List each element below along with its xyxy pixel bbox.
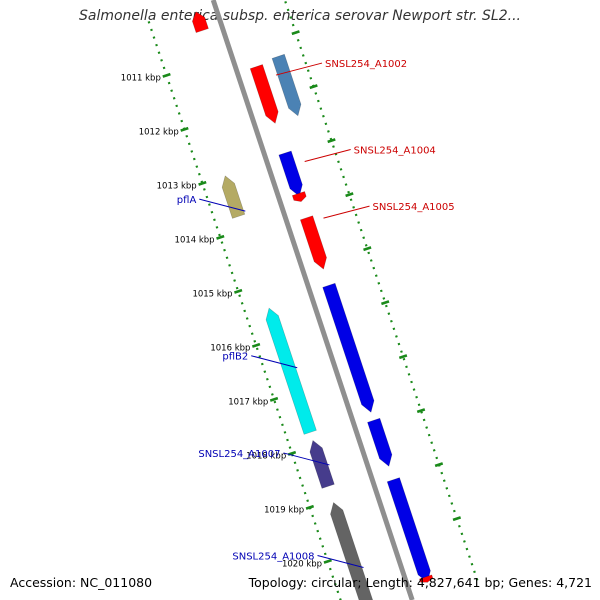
tick-label: 1012 kbp (139, 127, 179, 137)
gene-arrow-blue (278, 150, 303, 197)
gene-arrow-red (299, 215, 327, 270)
tick-label: 1018 kbp (246, 451, 286, 461)
right-major-tick (363, 246, 372, 252)
gene-label-leader (251, 355, 298, 369)
gene-label: pflA (177, 195, 197, 206)
right-major-tick (345, 192, 354, 198)
left-major-tick (234, 288, 243, 294)
tick-label: 1015 kbp (192, 289, 232, 299)
gene-arrow-cyan (265, 307, 317, 435)
accession-text: Accession: NC_011080 (10, 575, 153, 590)
gene-arrow-blue (386, 477, 431, 583)
right-major-tick (452, 516, 462, 522)
tick-label: 1020 kbp (282, 559, 322, 569)
gene-label-leader (199, 198, 246, 212)
gene-arrow-steelblue (271, 53, 302, 117)
topology-text: Topology: circular; Length: 4,827,641 bp… (248, 575, 592, 590)
gene-arrow-purple (309, 439, 335, 489)
genome-backbone (210, 0, 415, 600)
right-major-tick (327, 138, 336, 144)
genome-title: Salmonella enterica subsp. enterica sero… (79, 8, 521, 24)
tick-label: 1013 kbp (157, 181, 197, 191)
right-major-tick (309, 84, 318, 90)
left-major-tick (198, 180, 207, 186)
gene-arrow-red (291, 191, 307, 202)
tick-label: 1017 kbp (228, 397, 268, 407)
right-major-tick (416, 408, 426, 414)
left-major-tick (162, 72, 171, 78)
gene-label: SNSL254_A1007 (198, 449, 280, 460)
gene-label-leader (323, 205, 370, 219)
gene-label: pflB2 (222, 352, 248, 363)
gene-label-leader (275, 62, 323, 76)
gene-label-leader (283, 452, 330, 466)
gene-label: SNSL254_A1004 (354, 145, 436, 156)
gene-arrow-blue (322, 282, 375, 413)
tick-label: 1011 kbp (121, 73, 161, 83)
gene-label: SNSL254_A1005 (372, 202, 454, 213)
gene-arrow-red (192, 11, 209, 34)
gene-label-leader (304, 148, 351, 162)
gene-label-leader (317, 555, 364, 569)
gene-arrow-gray (330, 502, 374, 600)
gene-label: SNSL254_A1002 (325, 59, 407, 70)
gene-arrow-blue (367, 417, 393, 467)
gene-arrow-khaki (221, 175, 246, 219)
tick-label: 1019 kbp (264, 505, 304, 515)
left-major-tick (323, 558, 332, 564)
right-major-tick (291, 30, 300, 36)
right-major-tick (434, 462, 444, 468)
gene-arrow-red (249, 64, 279, 124)
right-major-tick (380, 300, 390, 306)
right-major-tick (398, 354, 408, 360)
gene-label: SNSL254_A1008 (232, 552, 314, 563)
left-major-tick (180, 126, 189, 132)
left-major-tick (216, 234, 225, 240)
left-major-tick (251, 342, 261, 348)
left-major-tick (269, 396, 279, 402)
left-major-tick (305, 504, 315, 510)
tick-label: 1014 kbp (175, 235, 215, 245)
tick-label: 1016 kbp (210, 343, 250, 353)
gene-arrow-red (419, 574, 434, 583)
